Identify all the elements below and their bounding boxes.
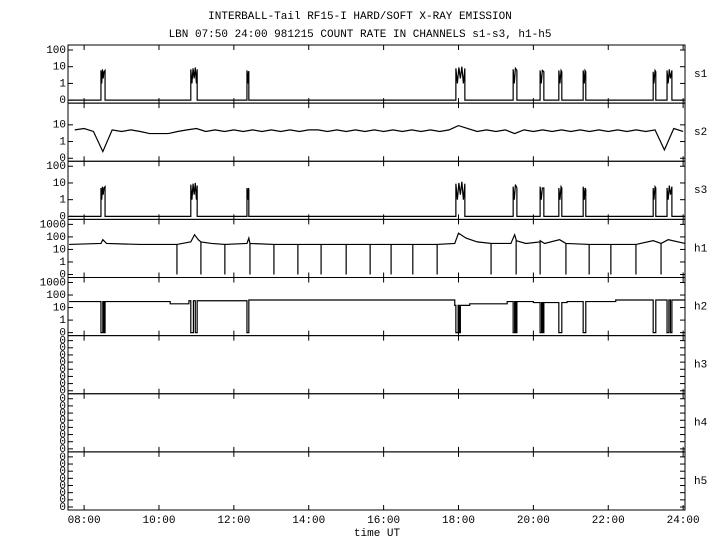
y-tick-label: 100 <box>46 45 66 57</box>
x-tick-label: 20:00 <box>517 515 550 527</box>
y-tick-label: 0 <box>59 437 66 449</box>
x-tick-label: 10:00 <box>142 515 175 527</box>
panel-frame <box>67 393 686 453</box>
x-tick-label: 16:00 <box>367 515 400 527</box>
x-tick-label: 08:00 <box>68 515 101 527</box>
y-tick-label: 1000 <box>40 277 66 289</box>
panel-label: s1 <box>694 69 708 81</box>
panel-label: s2 <box>694 127 707 139</box>
panel-frame <box>67 451 686 511</box>
y-tick-label: 0 <box>59 502 66 514</box>
y-tick-label: 0 <box>59 459 66 471</box>
y-tick-label: 0 <box>59 444 66 456</box>
y-tick-label: 10 <box>53 302 66 314</box>
panel-frame <box>67 102 686 162</box>
y-tick-label: 0 <box>59 415 66 427</box>
y-tick-label: 1 <box>59 195 66 207</box>
y-tick-label: 0 <box>59 452 66 464</box>
panel-label: h3 <box>694 360 707 372</box>
y-tick-label: 100 <box>46 232 66 244</box>
y-tick-label: 0 <box>59 95 66 107</box>
data-line <box>69 299 685 334</box>
x-tick-label: 12:00 <box>217 515 250 527</box>
y-tick-label: 1 <box>59 136 66 148</box>
y-tick-label: 0 <box>59 386 66 398</box>
y-tick-label: 0 <box>59 378 66 390</box>
y-tick-label: 0 <box>59 328 66 340</box>
x-tick-label: 24:00 <box>667 515 700 527</box>
y-tick-label: 0 <box>59 401 66 413</box>
y-tick-label: 0 <box>59 473 66 485</box>
chart-title: INTERBALL-Tail RF15-I HARD/SOFT X-RAY EM… <box>208 11 512 23</box>
y-tick-label: 0 <box>59 269 66 281</box>
y-tick-label: 0 <box>59 336 66 348</box>
x-tick-label: 22:00 <box>592 515 625 527</box>
panel-frame <box>67 160 686 220</box>
x-axis-label: time UT <box>354 528 401 540</box>
y-tick-label: 0 <box>59 480 66 492</box>
x-tick-label: 14:00 <box>292 515 325 527</box>
panel-frame <box>67 277 686 337</box>
y-tick-label: 100 <box>46 290 66 302</box>
y-tick-label: 0 <box>59 153 66 165</box>
x-tick-label: 18:00 <box>442 515 475 527</box>
panel-label: h5 <box>694 476 707 488</box>
y-tick-label: 0 <box>59 364 66 376</box>
y-tick-label: 10 <box>53 62 66 74</box>
y-tick-label: 0 <box>59 211 66 223</box>
y-tick-label: 0 <box>59 408 66 420</box>
y-tick-label: 0 <box>59 495 66 507</box>
chart-subtitle: LBN 07:50 24:00 981215 COUNT RATE IN CHA… <box>169 29 552 41</box>
data-line <box>69 232 686 275</box>
y-tick-label: 0 <box>59 350 66 362</box>
data-line <box>69 181 685 217</box>
data-line <box>69 66 685 101</box>
panel-label: h4 <box>694 418 708 430</box>
y-tick-label: 0 <box>59 343 66 355</box>
y-tick-label: 0 <box>59 422 66 434</box>
panel-label: h2 <box>694 301 707 313</box>
y-tick-label: 0 <box>59 394 66 406</box>
y-tick-label: 10 <box>53 178 66 190</box>
panel-frame <box>67 218 686 278</box>
y-tick-label: 0 <box>59 371 66 383</box>
panel-label: s3 <box>694 185 707 197</box>
panel-frame <box>67 44 686 104</box>
y-tick-label: 1 <box>59 315 66 327</box>
y-tick-label: 0 <box>59 466 66 478</box>
panel-frame <box>67 335 686 395</box>
y-tick-label: 0 <box>59 357 66 369</box>
data-line <box>74 124 684 154</box>
y-tick-label: 1 <box>59 257 66 269</box>
panel-label: h1 <box>694 243 708 255</box>
y-tick-label: 0 <box>59 488 66 500</box>
y-tick-label: 1000 <box>40 219 66 231</box>
y-tick-label: 0 <box>59 429 66 441</box>
y-tick-label: 10 <box>53 120 66 132</box>
y-tick-label: 10 <box>53 244 66 256</box>
y-tick-label: 100 <box>46 161 66 173</box>
y-tick-label: 1 <box>59 78 66 90</box>
